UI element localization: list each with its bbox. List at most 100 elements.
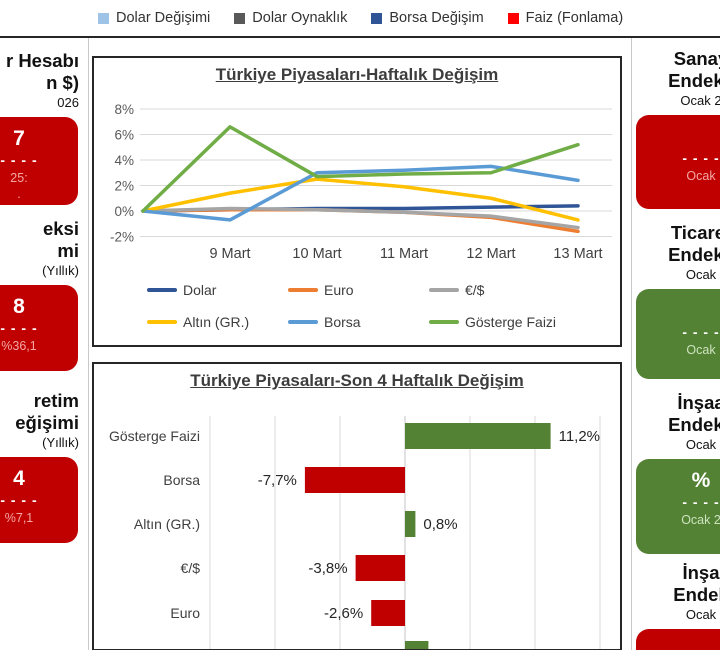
kpi-note-line: Ocak bbox=[686, 343, 716, 357]
chart-legend-label: €/$ bbox=[465, 282, 485, 298]
kpi-value: 8 bbox=[13, 295, 25, 318]
column-separator-right bbox=[631, 38, 632, 650]
kpi-subtitle: (Yıllık) bbox=[42, 263, 79, 278]
monthly-bar-chart: Gösterge Faizi 11,2% Borsa -7,7% Altın (GR.)… bbox=[109, 416, 601, 649]
x-tick-label: 13 Mart bbox=[553, 246, 602, 262]
kpi-title-line: İnşaa bbox=[677, 392, 720, 413]
kpi-title-line: Sanay bbox=[673, 48, 720, 69]
legend-item-label: Dolar Değişimi bbox=[116, 10, 211, 26]
y-tick-label: 6% bbox=[114, 128, 134, 143]
kpi-note-line: %7,1 bbox=[4, 511, 34, 525]
kpi-title-line: Endeks bbox=[668, 244, 720, 265]
weekly-line-chart: -2% 0% 2% 4% 6% 8% 9 Mart 10 Mart 11 Mart 12 Mart… bbox=[110, 102, 612, 262]
legend-line-swatch-icon bbox=[147, 288, 177, 292]
chart-legend-item: Gösterge Faizi bbox=[429, 314, 570, 330]
legend-item: Faiz (Fonlama) bbox=[507, 10, 623, 26]
x-tick-label: 11 Mart bbox=[380, 246, 428, 262]
kpi-card-group: SanayEndeks Ocak 2 - - - - Ocak bbox=[636, 48, 720, 209]
bar-category-label: Gösterge Faizi bbox=[109, 428, 200, 444]
legend-line-swatch-icon bbox=[147, 320, 177, 324]
bar-Euro bbox=[371, 600, 405, 626]
monthly-chart-panel: Türkiye Piyasaları-Son 4 Haftalık Değişi… bbox=[92, 362, 622, 650]
weekly-chart-panel: Türkiye Piyasaları-Haftalık Değişim -2% 0… bbox=[92, 56, 622, 347]
bar-category-label: €/$ bbox=[181, 560, 201, 576]
chart-legend-label: Gösterge Faizi bbox=[465, 314, 557, 330]
bar-partial-row bbox=[405, 641, 429, 649]
legend-item: Dolar Değişimi bbox=[98, 10, 210, 26]
bar-category-label: Altın (GR.) bbox=[134, 516, 200, 532]
legend-line-swatch-icon bbox=[288, 288, 318, 292]
kpi-separator: - - - - bbox=[0, 320, 38, 336]
kpi-card-group: İnşaaEndeks Ocak% - - - - Ocak 2 bbox=[636, 392, 720, 554]
x-tick-label: 10 Mart bbox=[292, 246, 341, 262]
legend-line-swatch-icon bbox=[429, 288, 459, 292]
weekly-chart-title: Türkiye Piyasaları-Haftalık Değişim bbox=[215, 65, 499, 84]
kpi-separator: - - - - bbox=[682, 494, 720, 510]
kpi-note-line: . bbox=[17, 187, 21, 201]
kpi-title-line: İnşa bbox=[682, 562, 720, 583]
legend-line-swatch-icon bbox=[429, 320, 459, 324]
kpi-title-line: n $) bbox=[46, 72, 79, 93]
kpi-separator: - - - - bbox=[0, 492, 38, 508]
kpi-separator: - - - - bbox=[682, 150, 720, 166]
kpi-value bbox=[636, 298, 720, 323]
kpi-card: % - - - - Ocak 2 bbox=[636, 459, 720, 554]
kpi-card: 4 - - - - %7,1 bbox=[0, 457, 78, 543]
kpi-subtitle: Ocak bbox=[685, 437, 717, 452]
line-series-€/$ bbox=[141, 206, 580, 230]
legend-item: Dolar Oynaklık bbox=[234, 10, 347, 26]
kpi-separator: - - - - bbox=[682, 324, 720, 340]
weekly-legend-row-2: Altın (GR.) Borsa Gösterge Faizi bbox=[147, 314, 570, 330]
kpi-title-line: eğişimi bbox=[15, 412, 79, 433]
bar-value-label: -7,7% bbox=[258, 472, 297, 489]
chart-legend-item: Euro bbox=[288, 282, 429, 298]
column-separator-left bbox=[88, 38, 89, 650]
left-kpi-column: r Hesabı n $) 026 7 - - - - 25:. eksi mi (Yıllık… bbox=[0, 0, 88, 650]
kpi-note-line: Ocak bbox=[686, 169, 716, 183]
kpi-card-group: eksi mi (Yıllık) 8 - - - - %36,1 bbox=[0, 218, 88, 371]
kpi-card-group: retim eğişimi (Yıllık) 4 - - - - %7,1 bbox=[0, 390, 88, 543]
kpi-title-line: Endek bbox=[673, 584, 720, 605]
legend-color-swatch-icon bbox=[234, 12, 246, 24]
bar-category-label: Euro bbox=[170, 605, 200, 621]
kpi-value: 4 bbox=[13, 467, 25, 490]
kpi-card-group: TicaretEndeks Ocak - - - - Ocak bbox=[636, 222, 720, 379]
kpi-title-line: retim bbox=[33, 390, 79, 411]
kpi-title-line: r Hesabı bbox=[5, 50, 79, 71]
x-tick-label: 12 Mart bbox=[466, 246, 515, 262]
bar-Borsa bbox=[304, 467, 405, 493]
kpi-title-line: Endeks bbox=[668, 414, 720, 435]
line-series-Gösterge Faizi bbox=[141, 125, 580, 213]
legend-item-label: Borsa Değişim bbox=[389, 10, 484, 26]
kpi-title-line: Ticaret bbox=[670, 222, 720, 243]
kpi-card: 7 - - - - 25:. bbox=[0, 117, 78, 205]
bar-value-label: -2,6% bbox=[324, 605, 363, 622]
chart-legend-label: Borsa bbox=[324, 314, 361, 330]
bar-Altın (GR.) bbox=[405, 511, 416, 537]
legend-color-swatch-icon bbox=[98, 12, 109, 24]
bar-value-label: -3,8% bbox=[308, 560, 347, 577]
kpi-value: 7 bbox=[13, 127, 25, 150]
chart-legend-item: €/$ bbox=[429, 282, 570, 298]
kpi-subtitle: Ocak bbox=[685, 267, 717, 282]
y-tick-label: -2% bbox=[110, 230, 134, 245]
x-tick-label: 9 Mart bbox=[209, 246, 250, 262]
weekly-legend-row-1: Dolar Euro €/$ bbox=[147, 282, 570, 298]
kpi-card: - - - - bbox=[636, 629, 720, 650]
kpi-title-line: eksi bbox=[42, 218, 79, 239]
bar-category-label: Borsa bbox=[163, 472, 200, 488]
kpi-note-line: 25: bbox=[10, 171, 28, 185]
kpi-card-group: İnşaEndek Ocak - - - - bbox=[636, 562, 720, 650]
kpi-card: - - - - Ocak bbox=[636, 115, 720, 209]
kpi-subtitle: 026 bbox=[57, 95, 79, 110]
chart-legend-label: Dolar bbox=[183, 282, 217, 298]
weekly-gridlines: -2% 0% 2% 4% 6% 8% bbox=[110, 102, 612, 245]
bar-Gösterge Faizi bbox=[405, 423, 551, 449]
kpi-note-line: %36,1 bbox=[1, 339, 37, 353]
kpi-card: - - - - Ocak bbox=[636, 289, 720, 379]
y-tick-label: 4% bbox=[114, 153, 134, 168]
chart-legend-item: Dolar bbox=[147, 282, 288, 298]
kpi-note-line: Ocak 2 bbox=[681, 513, 720, 527]
legend-color-swatch-icon bbox=[507, 12, 519, 24]
